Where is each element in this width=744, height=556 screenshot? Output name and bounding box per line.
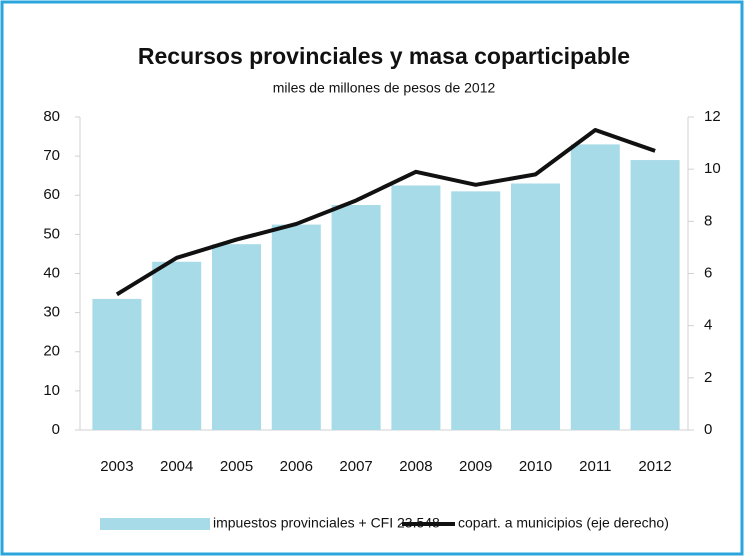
x-tick-label: 2008 [399,458,432,475]
x-tick-label: 2011 [579,458,611,475]
y-tick-label: 80 [43,108,60,125]
bar [331,205,381,430]
y2-tick-label: 0 [704,421,712,438]
y-tick-label: 50 [43,225,60,242]
bar [391,185,441,430]
y-tick-label: 0 [52,421,60,438]
legend-label: copart. a municipios (eje derecho) [458,515,669,531]
x-tick-label: 2010 [519,458,552,475]
x-tick-label: 2012 [638,458,671,475]
y2-tick-label: 12 [704,108,721,125]
y2-tick-label: 2 [704,369,712,386]
bar [630,160,680,430]
bar [92,298,142,430]
legend-label: impuestos provinciales + CFI 23.548 [213,515,440,531]
x-tick-label: 2009 [459,458,492,475]
x-tick-label: 2007 [339,458,372,475]
y-tick-label: 10 [43,382,60,399]
x-tick-label: 2003 [100,458,133,475]
y2-tick-label: 10 [704,160,721,177]
x-tick-label: 2006 [280,458,313,475]
bar [271,224,321,430]
y-tick-label: 60 [43,186,60,203]
chart-subtitle: miles de millones de pesos de 2012 [273,80,496,96]
line [115,128,656,297]
y-tick-label: 70 [43,147,60,164]
chart-title: Recursos provinciales y masa coparticipa… [138,43,630,69]
x-tick-label: 2004 [160,458,193,475]
bar [510,183,561,430]
y2-tick-label: 4 [704,317,712,334]
bar [570,144,620,430]
y-tick-label: 30 [43,304,60,321]
y-tick-label: 20 [43,343,60,360]
x-tick-label: 2005 [220,458,253,475]
y2-tick-label: 6 [704,264,712,281]
bar [211,244,262,430]
y-tick-label: 40 [43,264,60,281]
legend-swatch [100,518,210,530]
bar [451,191,501,430]
y2-tick-label: 8 [704,212,712,229]
bar [152,261,202,430]
